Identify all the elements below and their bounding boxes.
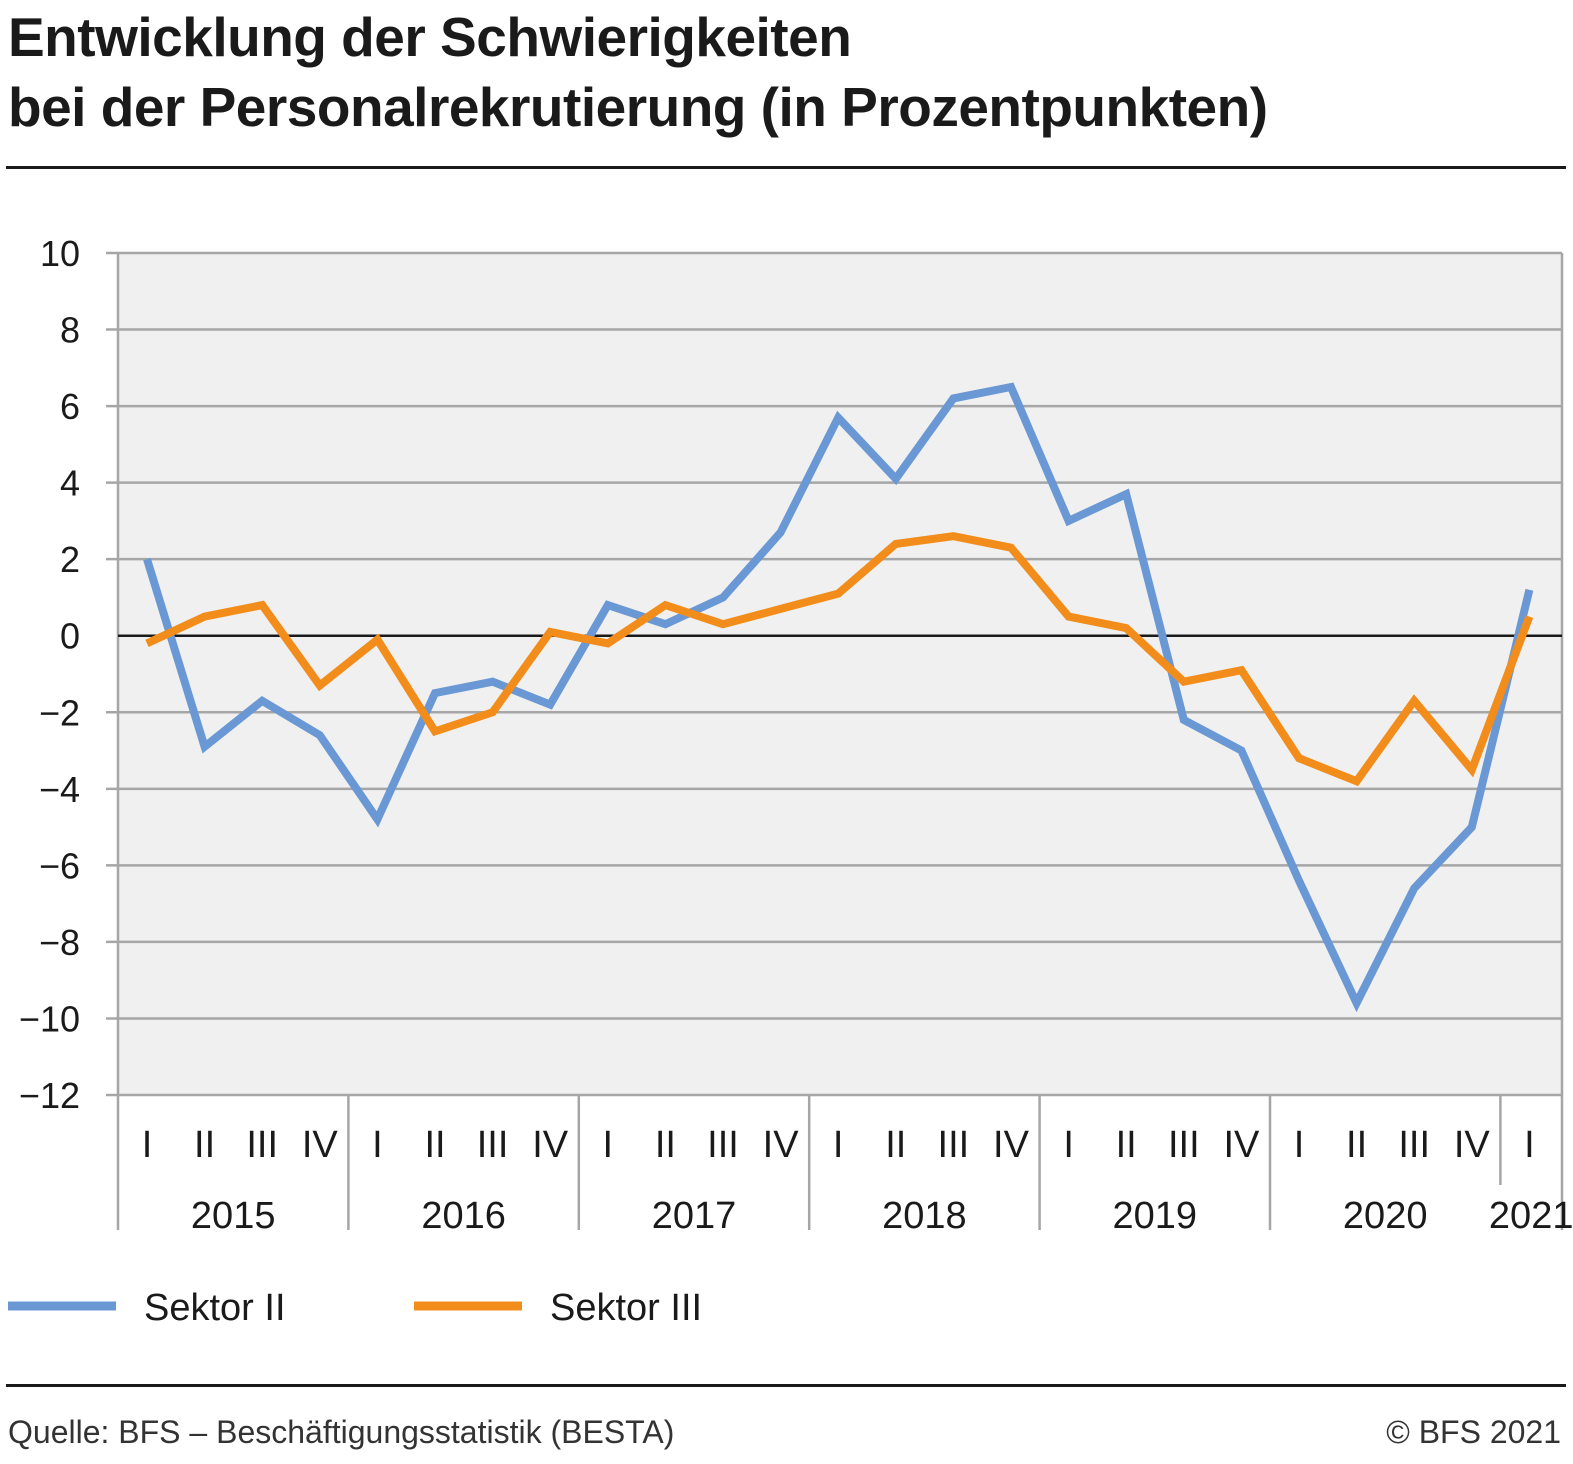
chart-title: Entwicklung der Schwierigkeiten bei der … <box>8 2 1548 142</box>
line-chart: 10 8 6 4 2 0 −2 −4 −6 −8 −10 −12 2015 2016 2017 2018 201… <box>8 233 1573 1329</box>
x-quarter-label: I <box>142 1124 153 1166</box>
legend-label: Sektor III <box>550 1287 702 1329</box>
x-quarter-label: II <box>1116 1124 1137 1166</box>
x-quarter-label: III <box>477 1124 509 1166</box>
y-tick-label: −8 <box>39 922 80 963</box>
y-tick-label: 6 <box>60 386 80 427</box>
x-year-label: 2017 <box>652 1195 737 1237</box>
x-quarter-label: II <box>424 1124 445 1166</box>
x-quarter-label: III <box>1398 1124 1430 1166</box>
x-quarter-label: III <box>938 1124 970 1166</box>
x-quarter-label: III <box>246 1124 278 1166</box>
x-quarter-label: II <box>885 1124 906 1166</box>
x-quarter-label: IV <box>993 1124 1030 1166</box>
x-quarter-label: I <box>372 1124 383 1166</box>
y-tick-label: −6 <box>39 845 80 886</box>
chart-title-line-2: bei der Personalrekrutierung (in Prozent… <box>8 76 1268 138</box>
y-tick-label: 4 <box>60 463 80 504</box>
x-quarter-label: I <box>1294 1124 1305 1166</box>
x-quarter-label: IV <box>302 1124 339 1166</box>
source-note: Quelle: BFS – Beschäftigungsstatistik (B… <box>8 1414 675 1450</box>
copyright-note: © BFS 2021 <box>1386 1414 1561 1450</box>
x-quarter-label: IV <box>532 1124 569 1166</box>
x-year-label: 2020 <box>1343 1195 1428 1237</box>
x-year-label: 2021 <box>1489 1195 1573 1237</box>
x-quarter-label: I <box>1063 1124 1074 1166</box>
x-quarter-label: III <box>707 1124 739 1166</box>
x-year-label: 2016 <box>421 1195 506 1237</box>
top-rule <box>6 166 1566 169</box>
x-quarter-label: III <box>1168 1124 1200 1166</box>
y-tick-label: 2 <box>60 539 80 580</box>
bottom-rule <box>6 1384 1566 1387</box>
y-tick-label: −10 <box>19 998 80 1039</box>
x-year-label: 2015 <box>191 1195 276 1237</box>
x-quarter-label: I <box>1524 1124 1535 1166</box>
legend-label: Sektor II <box>144 1287 286 1329</box>
x-quarter-label: IV <box>1223 1124 1260 1166</box>
x-quarter-label: II <box>194 1124 215 1166</box>
plot-area <box>118 253 1562 1095</box>
y-tick-label: −12 <box>19 1075 80 1116</box>
y-tick-label: 10 <box>40 233 80 274</box>
y-tick-label: 8 <box>60 310 80 351</box>
y-tick-label: 0 <box>60 616 80 657</box>
x-quarter-label: IV <box>1454 1124 1491 1166</box>
y-tick-label: −4 <box>39 769 80 810</box>
x-year-label: 2019 <box>1113 1195 1198 1237</box>
x-quarter-label: IV <box>763 1124 800 1166</box>
x-quarter-label: I <box>833 1124 844 1166</box>
x-year-label: 2018 <box>882 1195 967 1237</box>
x-quarter-label: II <box>655 1124 676 1166</box>
x-quarter-label: I <box>603 1124 614 1166</box>
y-tick-label: −2 <box>39 692 80 733</box>
chart-title-line-1: Entwicklung der Schwierigkeiten <box>8 6 852 68</box>
x-quarter-label: II <box>1346 1124 1367 1166</box>
